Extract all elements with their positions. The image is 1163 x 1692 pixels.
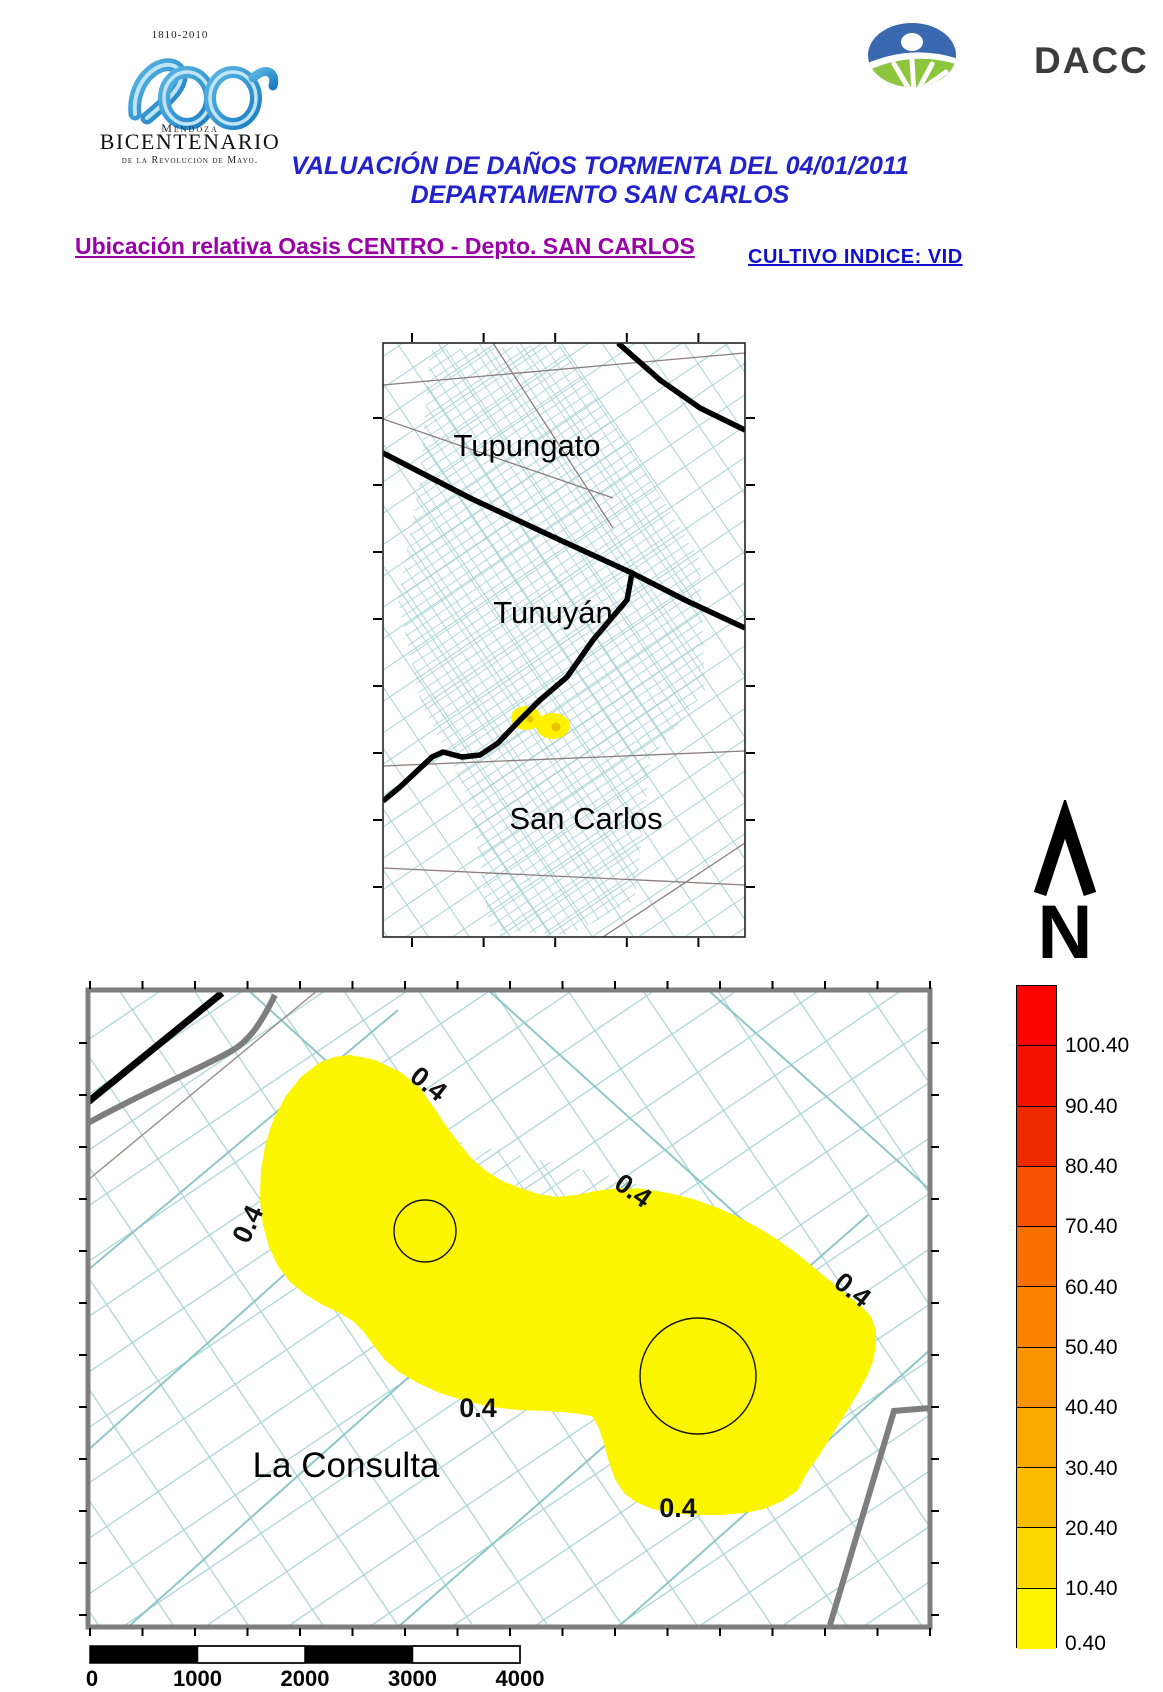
north-arrow-icon: N xyxy=(1033,800,1097,970)
locator-label-tupungato: Tupungato xyxy=(453,428,600,463)
scale-tick-label: 2000 xyxy=(281,1666,330,1691)
locator-label-tunuyan: Tunuyán xyxy=(493,595,613,630)
locator-minor-roads xyxy=(383,343,745,937)
scale-tick-label: 1000 xyxy=(173,1666,222,1691)
legend-value: 20.40 xyxy=(1065,1517,1118,1540)
legend-swatch xyxy=(1017,1528,1056,1589)
locator-label-san-carlos: San Carlos xyxy=(509,801,662,836)
legend-value: 100.40 xyxy=(1065,1034,1130,1057)
legend-swatch xyxy=(1017,1227,1056,1288)
bicentenario-200-ribbon-icon xyxy=(128,58,279,130)
legend-value: 30.40 xyxy=(1065,1457,1118,1480)
legend-swatch xyxy=(1017,1407,1056,1469)
scale-tick-label: 4000 xyxy=(496,1666,545,1691)
title-line-2: DEPARTAMENTO SAN CARLOS xyxy=(410,181,790,209)
legend-value: 40.40 xyxy=(1065,1396,1118,1419)
legend-value: 60.40 xyxy=(1065,1276,1118,1299)
scale-tick-label: 0 xyxy=(86,1666,98,1691)
bicentenario-tagline: de la Revolución de Mayo. xyxy=(122,155,258,166)
dacc-emblem-icon xyxy=(868,23,956,87)
location-subtitle: Ubicación relativa Oasis CENTRO - Depto.… xyxy=(75,233,695,259)
scale-bar: 0 1000 2000 3000 4000 xyxy=(86,1645,545,1691)
legend-swatch xyxy=(1017,1046,1056,1107)
legend-swatch xyxy=(1017,1588,1056,1649)
legend-swatch xyxy=(1017,1287,1056,1348)
bicentenario-years: 1810-2010 xyxy=(152,29,209,41)
dacc-acronym: DACC xyxy=(1034,40,1149,81)
scale-tick-label: 3000 xyxy=(388,1666,437,1691)
la-consulta-label: La Consulta xyxy=(253,1446,440,1485)
main-map-ticks xyxy=(79,981,939,1636)
legend-value: 80.40 xyxy=(1065,1155,1118,1178)
locator-map-ticks xyxy=(373,333,755,947)
title-line-1: VALUACIÓN DE DAÑOS TORMENTA DEL 04/01/20… xyxy=(291,152,909,180)
bicentenario-logo: 1810-2010 Mendoza BICENTENARIO de la Rev… xyxy=(100,29,281,166)
locator-parcel-mesh xyxy=(383,343,745,937)
contour-label: 0.4 xyxy=(659,1493,697,1523)
locator-major-roads xyxy=(383,343,745,804)
main-map: 0.4 0.4 0.4 0.4 0.4 0.4 La Consulta xyxy=(79,981,939,1636)
bicentenario-name: BICENTENARIO xyxy=(100,129,281,154)
dacc-logo: DACC xyxy=(868,23,1149,87)
damage-legend: 100.40 90.40 80.40 70.40 60.40 50.40 40.… xyxy=(1016,985,1146,1655)
contour-label: 0.4 xyxy=(459,1393,497,1423)
gray-road-northwest xyxy=(88,993,278,1126)
north-arrow-label: N xyxy=(1038,890,1093,970)
crop-index-subtitle: CULTIVO INDICE: VID xyxy=(748,246,963,268)
legend-value: 90.40 xyxy=(1065,1095,1118,1118)
legend-swatch xyxy=(1017,1106,1056,1167)
page-title: VALUACIÓN DE DAÑOS TORMENTA DEL 04/01/20… xyxy=(210,152,990,210)
legend-swatch xyxy=(1017,1468,1056,1529)
legend-color-ramp xyxy=(1016,985,1057,1649)
highway-line xyxy=(88,990,225,1105)
gray-road-southeast xyxy=(827,1405,930,1626)
legend-swatch xyxy=(1017,986,1056,1047)
legend-value: 70.40 xyxy=(1065,1215,1118,1238)
locator-map: Tupungato Tunuyán San Carlos xyxy=(373,333,755,947)
bicentenario-region: Mendoza xyxy=(161,121,219,135)
legend-swatch xyxy=(1017,1166,1056,1228)
legend-swatch xyxy=(1017,1347,1056,1408)
legend-value: 50.40 xyxy=(1065,1336,1118,1359)
legend-value: 0.40 xyxy=(1065,1632,1106,1655)
legend-value: 10.40 xyxy=(1065,1577,1118,1600)
